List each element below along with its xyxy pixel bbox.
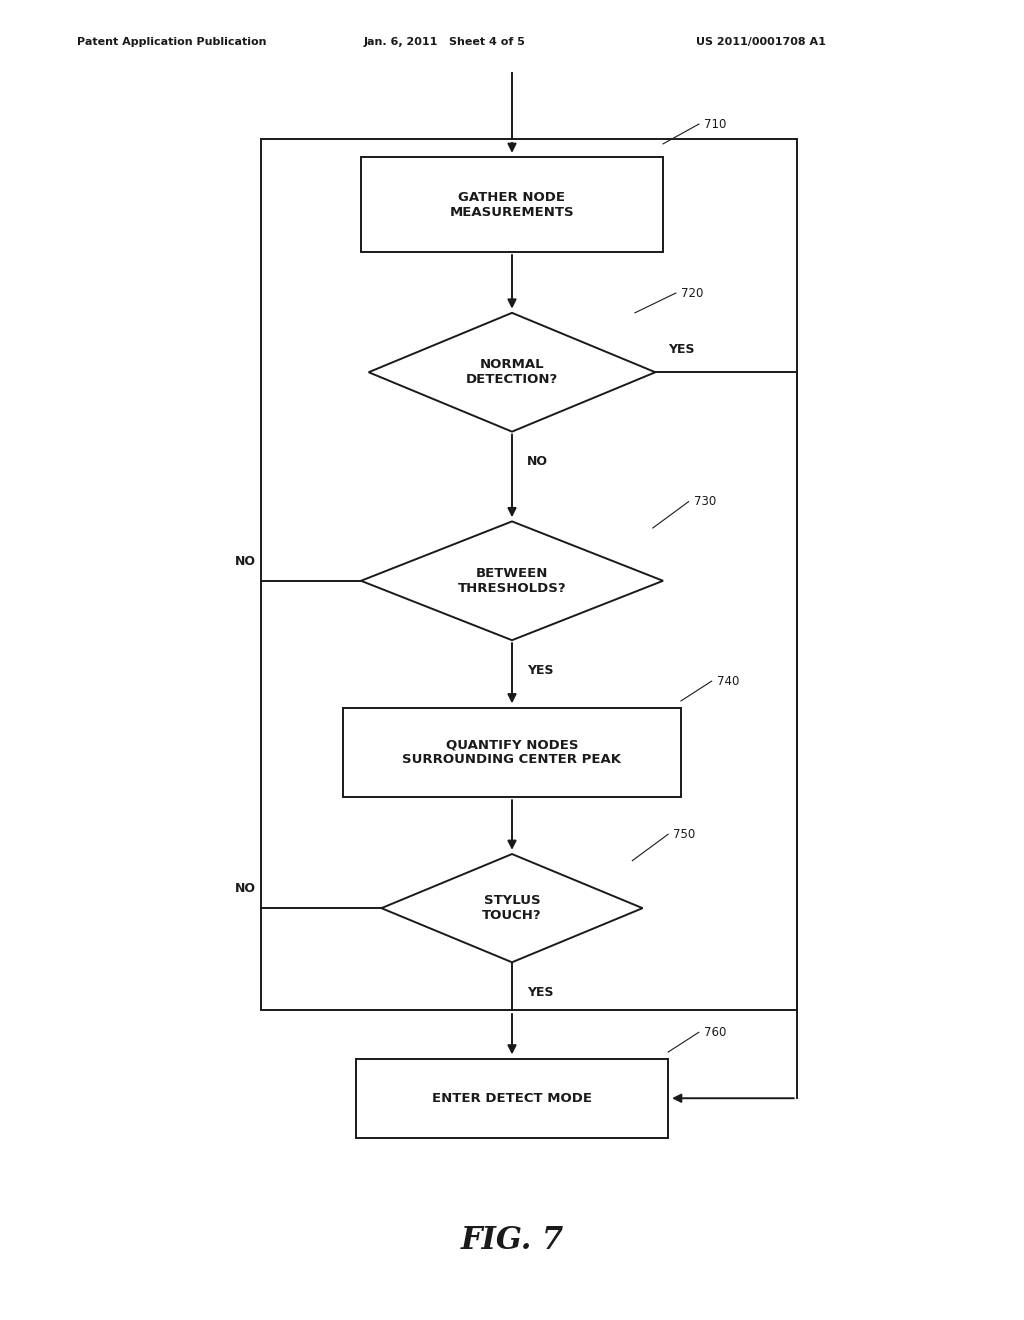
Polygon shape: [361, 157, 664, 252]
Text: YES: YES: [527, 986, 554, 999]
Text: YES: YES: [668, 343, 694, 356]
Text: 750: 750: [674, 828, 695, 841]
Text: GATHER NODE
MEASUREMENTS: GATHER NODE MEASUREMENTS: [450, 190, 574, 219]
Text: NO: NO: [527, 455, 549, 469]
Polygon shape: [356, 1059, 669, 1138]
Text: QUANTIFY NODES
SURROUNDING CENTER PEAK: QUANTIFY NODES SURROUNDING CENTER PEAK: [402, 738, 622, 767]
Text: 740: 740: [717, 675, 739, 688]
Text: BETWEEN
THRESHOLDS?: BETWEEN THRESHOLDS?: [458, 566, 566, 595]
Text: NORMAL
DETECTION?: NORMAL DETECTION?: [466, 358, 558, 387]
Text: NO: NO: [234, 554, 256, 568]
Polygon shape: [369, 313, 655, 432]
Text: NO: NO: [234, 882, 256, 895]
Text: 710: 710: [705, 117, 726, 131]
Text: YES: YES: [527, 664, 554, 677]
Text: FIG. 7: FIG. 7: [461, 1225, 563, 1257]
Text: 730: 730: [694, 495, 716, 508]
Polygon shape: [381, 854, 643, 962]
Polygon shape: [343, 708, 681, 797]
Text: STYLUS
TOUCH?: STYLUS TOUCH?: [482, 894, 542, 923]
Polygon shape: [361, 521, 664, 640]
Text: ENTER DETECT MODE: ENTER DETECT MODE: [432, 1092, 592, 1105]
Text: Patent Application Publication: Patent Application Publication: [77, 37, 266, 48]
Text: 720: 720: [681, 286, 703, 300]
Text: US 2011/0001708 A1: US 2011/0001708 A1: [696, 37, 826, 48]
Text: 760: 760: [705, 1026, 726, 1039]
Text: Jan. 6, 2011   Sheet 4 of 5: Jan. 6, 2011 Sheet 4 of 5: [364, 37, 525, 48]
